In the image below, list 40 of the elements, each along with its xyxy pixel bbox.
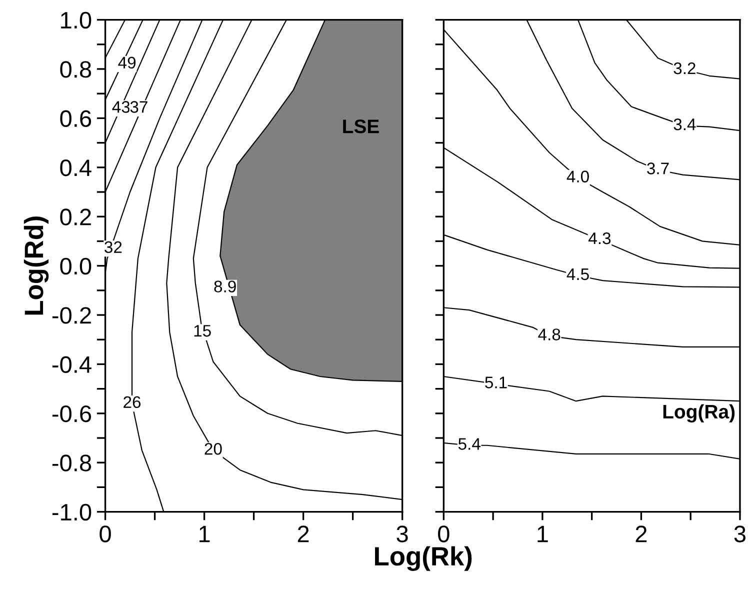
annotation: 15 <box>194 325 211 337</box>
x-tick-label: 3 <box>734 526 746 542</box>
annotation: 4.5 <box>566 268 589 280</box>
annotation: 8.9 <box>214 280 236 292</box>
annotation: 49 <box>118 56 136 69</box>
annotation: 26 <box>124 396 141 408</box>
annotation: 4.0 <box>566 170 589 182</box>
x-tick-label: 0 <box>438 526 450 542</box>
y-tick-label: 0.2 <box>60 208 91 226</box>
x-tick-label: 2 <box>636 526 647 542</box>
annotation: 3.2 <box>674 62 696 74</box>
annotation: 4.8 <box>538 328 560 340</box>
annotation: 37 <box>130 101 148 113</box>
annotation: 4.3 <box>588 232 611 244</box>
y-tick-label: -0.6 <box>52 405 92 422</box>
y-tick-label: -0.8 <box>52 454 92 472</box>
x-tick-label: 1 <box>200 526 210 542</box>
annotation: 3.7 <box>647 162 669 174</box>
y-tick-label: -0.4 <box>52 356 92 373</box>
x-axis-title: Log(Rk) <box>375 546 472 571</box>
y-tick-label: -1.0 <box>52 504 92 521</box>
y-tick-label: 1.0 <box>61 12 92 29</box>
annotation: 20 <box>204 442 222 455</box>
x-tick-label: 2 <box>298 526 309 542</box>
y-tick-label: 0.0 <box>60 258 92 275</box>
annotation: 5.4 <box>458 438 480 450</box>
y-tick-label: 0.8 <box>60 61 92 78</box>
x-tick-label: 1 <box>538 526 548 542</box>
annotation: 3.4 <box>674 118 696 130</box>
annotation: LSE <box>343 119 379 134</box>
x-tick-label: 3 <box>396 526 408 542</box>
x-tick-label: 0 <box>100 526 111 542</box>
y-tick-label: 0.4 <box>60 159 92 176</box>
y-tick-label: -0.2 <box>52 307 91 324</box>
annotation: Log(Ra) <box>663 404 735 423</box>
annotation: 32 <box>104 241 122 254</box>
annotation: 5.1 <box>485 376 507 388</box>
y-axis-title: Log(Rd) <box>24 216 49 315</box>
y-tick-label: 0.6 <box>60 110 92 127</box>
annotation: 43 <box>112 101 130 113</box>
